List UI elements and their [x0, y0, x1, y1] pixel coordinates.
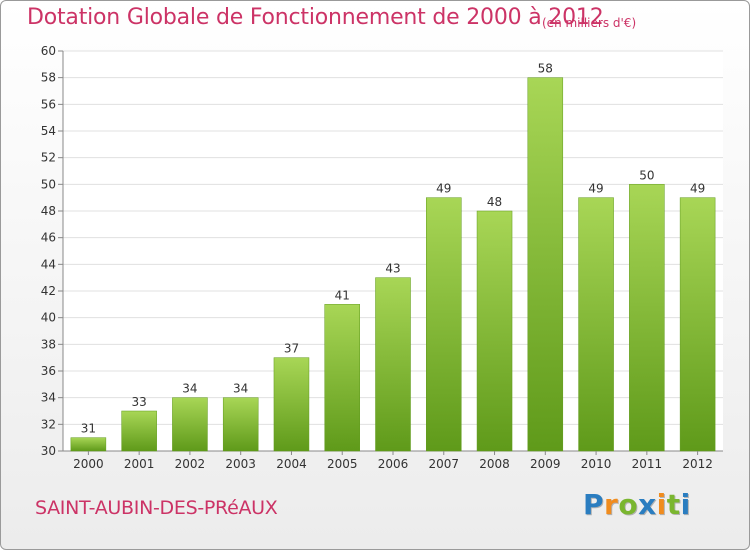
- y-tick-label: 48: [41, 204, 56, 218]
- y-tick-label: 36: [41, 364, 56, 378]
- bar-value-label: 48: [487, 195, 502, 209]
- bar-value-label: 43: [385, 262, 400, 276]
- logo-letter: i: [656, 488, 667, 521]
- bar-chart: 30 32 34 36 38 40 42 44 46 48 50 52 54 56 58 60 31 2000 33…: [41, 44, 723, 471]
- logo-letter: x: [638, 488, 657, 521]
- bar: [70, 437, 107, 452]
- logo-letter: i: [680, 488, 691, 521]
- logo-letter: o: [618, 488, 639, 521]
- bar-value-label: 49: [436, 182, 451, 196]
- commune-name: SAINT-AUBIN-DES-PRéAUX: [35, 497, 278, 519]
- y-tick-label: 38: [41, 337, 56, 351]
- bar: [629, 184, 665, 452]
- bar: [172, 397, 208, 452]
- y-tick-label: 54: [41, 124, 56, 138]
- bar: [324, 304, 360, 452]
- bar-value-label: 31: [81, 422, 96, 436]
- bar: [222, 397, 259, 452]
- bar: [527, 77, 564, 452]
- y-tick-label: 50: [41, 177, 56, 191]
- proxiti-logo: Proxiti: [583, 488, 691, 521]
- bar-value-label: 49: [690, 182, 705, 196]
- x-tick-label: 2010: [581, 457, 612, 471]
- bar-value-label: 49: [588, 182, 603, 196]
- logo-letter: r: [604, 488, 619, 521]
- y-tick-label: 46: [41, 231, 56, 245]
- x-tick-label: 2009: [530, 457, 561, 471]
- x-tick-label: 2012: [682, 457, 713, 471]
- bar-value-label: 58: [538, 62, 553, 76]
- y-tick-label: 44: [41, 257, 56, 271]
- bar: [426, 197, 462, 452]
- y-tick-label: 30: [41, 444, 56, 458]
- y-tick-label: 58: [41, 71, 56, 85]
- x-tick-label: 2006: [378, 457, 409, 471]
- bar: [679, 197, 716, 452]
- bar: [476, 210, 513, 452]
- bar-value-label: 34: [182, 382, 197, 396]
- bar-value-label: 37: [284, 342, 299, 356]
- x-tick-label: 2001: [124, 457, 155, 471]
- bar-value-label: 41: [335, 288, 350, 302]
- y-tick-label: 56: [41, 97, 56, 111]
- chart-subtitle: (en milliers d'€): [542, 16, 637, 30]
- chart-title: Dotation Globale de Fonctionnement de 20…: [27, 5, 604, 30]
- logo-letter: P: [583, 488, 605, 521]
- y-tick-label: 60: [41, 44, 56, 58]
- x-tick-label: 2003: [225, 457, 256, 471]
- x-tick-label: 2004: [276, 457, 307, 471]
- y-tick-label: 32: [41, 417, 56, 431]
- y-tick-label: 34: [41, 391, 56, 405]
- bar: [273, 357, 310, 452]
- bar-value-label: 34: [233, 382, 248, 396]
- y-tick-label: 40: [41, 311, 56, 325]
- bar-value-label: 33: [132, 395, 147, 409]
- bar-value-label: 50: [639, 168, 654, 182]
- x-tick-label: 2007: [428, 457, 459, 471]
- bar: [121, 410, 157, 452]
- y-tick-label: 42: [41, 284, 56, 298]
- bar: [578, 197, 614, 452]
- bar: [375, 277, 411, 452]
- x-tick-label: 2005: [327, 457, 358, 471]
- x-tick-label: 2002: [175, 457, 206, 471]
- logo-letter: t: [666, 488, 681, 521]
- x-tick-label: 2008: [479, 457, 510, 471]
- x-tick-label: 2011: [632, 457, 663, 471]
- y-tick-label: 52: [41, 151, 56, 165]
- x-tick-label: 2000: [73, 457, 104, 471]
